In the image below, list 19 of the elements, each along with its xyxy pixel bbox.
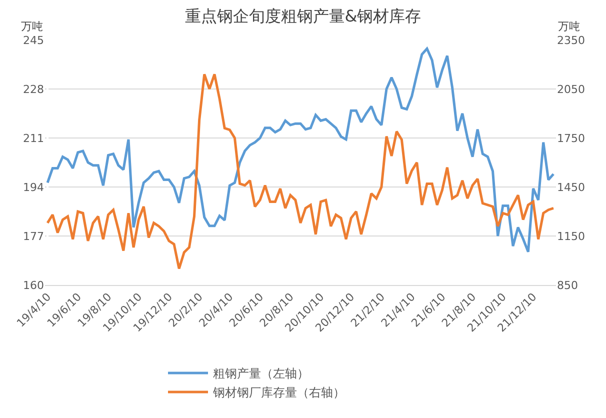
y2-axis-title: 万吨 xyxy=(558,20,580,33)
chart-title: 重点钢企旬度粗钢产量&钢材库存 xyxy=(184,6,422,26)
legend-label: 钢材钢厂库存量（右轴） xyxy=(212,386,345,400)
y2-tick-label: 1150 xyxy=(557,230,585,243)
y2-tick-label: 2050 xyxy=(557,82,585,96)
y2-tick-label: 1450 xyxy=(557,180,585,194)
y-axis-title: 万吨 xyxy=(21,20,43,33)
y-tick-label: 228 xyxy=(23,82,44,96)
y2-tick-label: 1750 xyxy=(557,132,585,145)
y-tick-label: 177 xyxy=(23,230,44,243)
y2-tick-label: 2350 xyxy=(557,34,585,47)
line-series xyxy=(46,73,555,270)
legend-label: 粗钢产量（左轴） xyxy=(213,366,309,381)
y-tick-label: 194 xyxy=(23,180,44,194)
y2-tick-label: 850 xyxy=(557,278,578,292)
y-tick-label: 211 xyxy=(23,132,44,145)
y-tick-label: 245 xyxy=(23,34,44,47)
y-tick-label: 160 xyxy=(23,278,44,292)
line-series xyxy=(46,47,555,254)
